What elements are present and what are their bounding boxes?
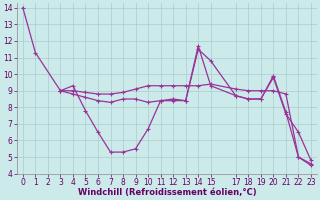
X-axis label: Windchill (Refroidissement éolien,°C): Windchill (Refroidissement éolien,°C): [77, 188, 256, 197]
